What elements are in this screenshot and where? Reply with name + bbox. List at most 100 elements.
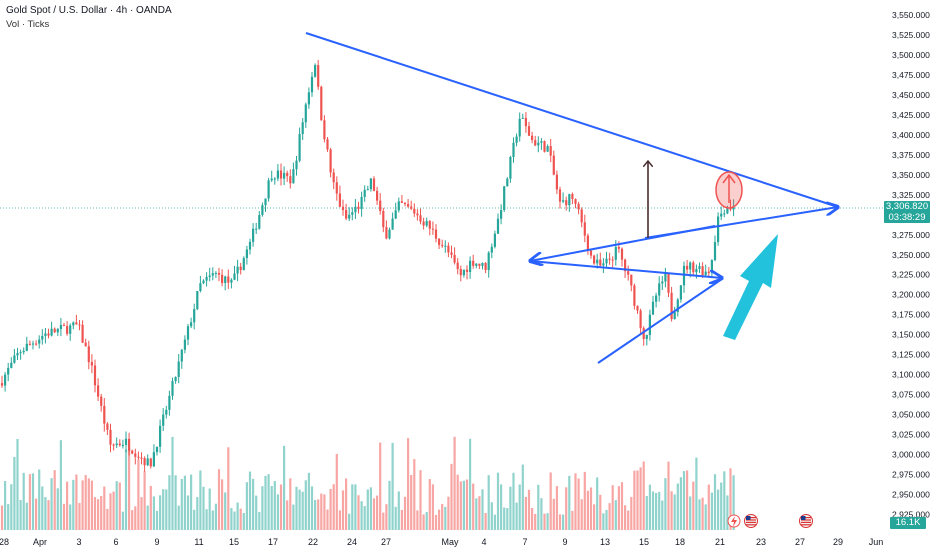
candle-body [72,322,75,326]
candle-body [481,262,484,266]
volume-bar [456,474,459,530]
candle-body [732,206,735,210]
volume-bar [524,496,527,530]
candle-body [639,310,642,329]
volume-bar [490,502,493,530]
volume-bar [611,485,614,530]
candle-body [329,149,332,173]
candle-body [577,203,580,210]
candle-body [10,362,13,368]
volume-bar [549,472,552,530]
candle-body [565,200,568,206]
current-price-value: 3,306.820 [885,201,929,212]
candle-body [81,324,84,343]
candle-body [103,405,106,424]
volume-bar [112,491,115,530]
candle-body [149,458,152,467]
candle-body [279,170,283,179]
candle-body [552,155,555,175]
volume-bar [183,475,186,530]
volume-bar [44,497,47,530]
volume-bar [713,474,717,530]
volume-bar [642,461,645,530]
candle-body [720,213,723,217]
volume-bar [211,510,214,530]
price-tick-label: 3,225.000 [892,270,930,280]
volume-bar [465,479,469,530]
candle-body [624,259,627,272]
candle-body [196,291,199,310]
candle-body [496,218,500,234]
candle-body [255,228,258,230]
bullish-arrow [723,234,778,340]
candle-body [574,199,577,204]
candle-body [165,409,168,415]
volume-bar [335,453,338,530]
volume-bar [292,504,295,530]
volume-bar [400,509,403,530]
volume-bar [196,497,199,530]
volume-bar [323,494,326,530]
volume-bar [0,505,4,530]
candle-body [583,222,586,236]
candle-body [726,207,729,214]
time-axis-labels: 28 Apr 3 6 9 11 15 17 22 24 27 May 4 7 9 13 15 18 21 23 27 29… [0,537,883,547]
candle-body [503,186,506,211]
candle-body [512,142,515,158]
volume-bar [453,436,456,530]
volume-bar [546,513,549,530]
candle-body [140,457,143,459]
candle-body [289,176,292,184]
volume-bar [273,481,276,530]
volume-bar [341,490,345,530]
candle-body [174,376,177,382]
time-tick-label: 22 [308,537,318,547]
candle-body [431,228,434,230]
candle-body [348,214,351,219]
candle-body [155,446,159,453]
candle-body [264,198,267,206]
candle-body [438,238,441,245]
candle-body [208,275,211,277]
candle-body [410,206,413,209]
price-tick-label: 3,325.000 [892,190,930,200]
candle-body [109,429,112,445]
candle-body [704,271,707,276]
candle-body [66,326,69,334]
candle-body [357,206,360,209]
candle-body [304,104,307,123]
candle-body [267,180,270,199]
price-tick-label: 3,425.000 [892,110,930,120]
volume-bar [283,445,286,530]
candle-body [93,365,97,386]
price-tick-label: 3,350.000 [892,170,930,180]
candle-body [425,221,428,226]
symbol-title[interactable]: Gold Spot / U.S. Dollar · 4h · OANDA [6,5,172,16]
volume-bar [503,507,506,530]
candle-body [558,189,562,202]
candle-body [568,194,571,206]
candle-body [338,193,341,207]
price-tick-label: 3,025.000 [892,430,930,440]
price-axis[interactable] [884,0,932,550]
candle-body [456,262,459,270]
volume-indicator-label[interactable]: Vol · Ticks [6,19,50,30]
candle-body [589,250,593,256]
candle-body [242,258,245,271]
volume-bar [4,481,7,530]
volume-bar [38,469,41,530]
volume-bar [509,486,512,530]
candle-body [239,266,242,271]
candle-body [534,140,537,146]
candle-body [549,146,552,156]
volume-bar [84,475,87,530]
candle-body [363,189,366,197]
volume-bar [59,440,62,530]
volume-bar [636,470,639,530]
candle-body [394,210,397,219]
volume-bar [345,478,348,530]
volume-bar [264,475,267,530]
time-axis[interactable] [0,532,884,550]
candle-body [258,214,261,229]
